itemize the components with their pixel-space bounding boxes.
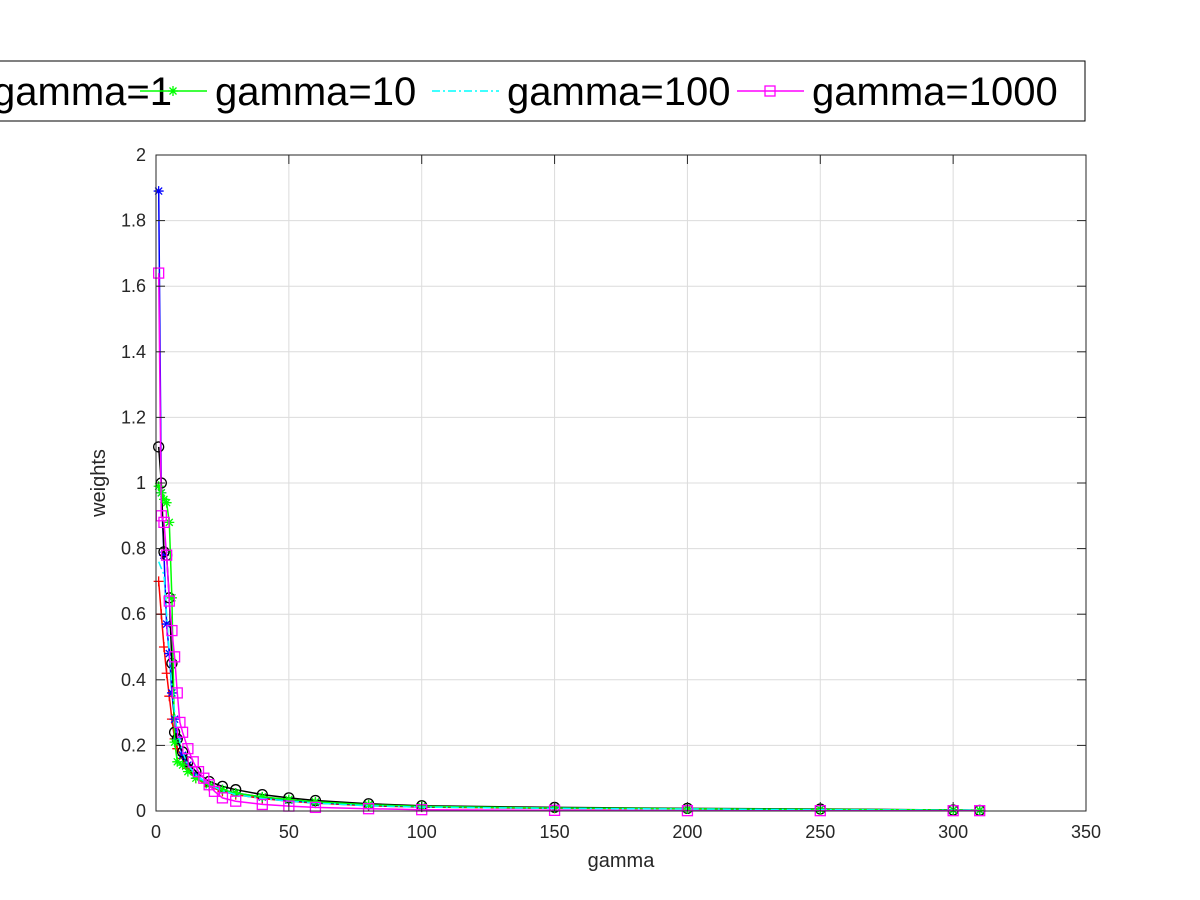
legend-label: gamma=1000: [812, 70, 1058, 114]
data-point: [283, 794, 294, 805]
data-point: [158, 546, 170, 558]
data-point: [169, 737, 180, 748]
x-tick-label: 250: [805, 822, 835, 842]
y-tick-label: 0.8: [121, 539, 146, 559]
data-point: [208, 785, 221, 797]
grid: [156, 155, 1086, 811]
legend-label: gamma=100: [507, 70, 730, 114]
legend-marker: [764, 85, 776, 97]
axis-tick-labels: 0 50 100 150 200 250 300 350 0 0.2 0.4 0.6 0.8 1 1.2 1.…: [121, 145, 1101, 842]
data-point: [153, 441, 165, 453]
legend-item: gamma=100: [432, 70, 730, 114]
x-tick-label: 100: [407, 822, 437, 842]
data-point: [217, 784, 228, 795]
data-point: [190, 773, 201, 784]
data-point: [153, 576, 164, 587]
y-tick-label: 0.2: [121, 735, 146, 755]
data-point: [309, 801, 322, 814]
legend-items: gamma=1 gamma=10 gamma=100 gamma=1000: [0, 70, 1058, 114]
y-tick-label: 1: [136, 473, 146, 493]
series-4: [158, 561, 980, 812]
y-tick-label: 1.8: [121, 211, 146, 231]
data-point: [166, 624, 178, 637]
x-tick-label: 300: [938, 822, 968, 842]
data-point: [171, 687, 183, 699]
data-point: [168, 651, 181, 663]
y-tick-label: 1.4: [121, 342, 146, 362]
y-tick-label: 2: [136, 145, 146, 165]
x-tick-label: 350: [1071, 822, 1101, 842]
data-point: [256, 798, 268, 811]
legend-marker: [168, 86, 178, 96]
axis-ticks: [155, 154, 1087, 812]
x-tick-label: 150: [540, 822, 570, 842]
data-point: [158, 550, 169, 561]
plot-area: 0 50 100 150 200 250 300 350 0 0.2 0.4 0.6 0.8 1 1.2 1.…: [121, 145, 1101, 842]
legend-label: gamma=1: [0, 70, 172, 114]
data-point: [230, 787, 241, 798]
legend-item: gamma=10: [140, 70, 416, 114]
y-tick-label: 1.2: [121, 407, 146, 427]
data-point: [172, 756, 183, 767]
data-point: [166, 592, 177, 603]
data-point: [163, 595, 175, 607]
data-point: [166, 657, 178, 670]
data-point: [363, 799, 374, 810]
legend-label: gamma=10: [215, 70, 416, 114]
data-point: [230, 795, 242, 807]
x-axis-label: gamma: [588, 850, 656, 872]
series-line: [157, 273, 980, 812]
data-point: [161, 497, 172, 508]
data-point: [177, 760, 188, 771]
x-tick-label: 200: [672, 822, 702, 842]
data-point: [362, 803, 375, 815]
data-point: [153, 267, 165, 279]
legend: gamma=1 gamma=10 gamma=100 gamma=1000: [0, 60, 1086, 122]
data-point: [182, 766, 193, 777]
legend-item: gamma=1000: [737, 70, 1058, 114]
data-point: [177, 750, 188, 761]
series-line: [158, 561, 980, 812]
data-point: [158, 642, 169, 652]
data-point: [160, 549, 173, 561]
y-tick-label: 0: [136, 801, 146, 821]
data-point: [158, 516, 170, 529]
x-tick-label: 50: [279, 822, 299, 842]
data-point: [974, 805, 985, 816]
data-point: [216, 792, 229, 804]
data-point: [153, 481, 164, 492]
data-point: [153, 186, 164, 197]
y-tick-label: 0.4: [121, 670, 146, 690]
data-point: [161, 619, 172, 630]
x-tick-label: 0: [151, 822, 161, 842]
data-point: [257, 791, 268, 802]
data-point: [182, 743, 194, 755]
y-tick-label: 1.6: [121, 276, 146, 296]
y-tick-label: 0.6: [121, 604, 146, 624]
data-point: [176, 726, 189, 738]
legend-item: gamma=1: [0, 70, 172, 114]
y-axis-label: weights: [88, 449, 110, 518]
